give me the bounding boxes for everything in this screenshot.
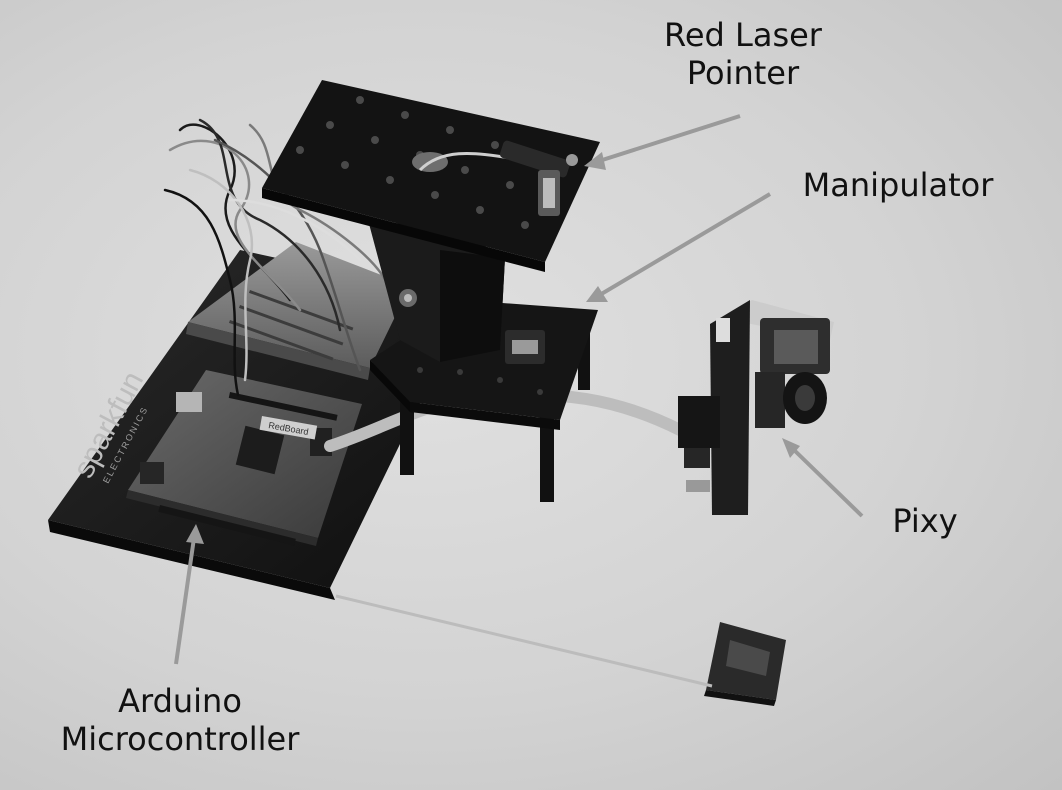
arduino-arrow	[174, 537, 196, 665]
target-block	[704, 622, 786, 706]
wire-bundle	[163, 118, 392, 397]
label-red-laser-line1: Red Laser	[664, 16, 822, 54]
laser-pointer	[499, 140, 578, 216]
label-red-laser-pointer: Red Laser Pointer	[648, 16, 838, 92]
breadboard	[186, 242, 410, 380]
pointer-rod	[335, 594, 713, 688]
label-pixy: Pixy	[892, 502, 958, 540]
servo-column	[368, 220, 505, 362]
label-arduino-microcontroller: Arduino Microcontroller	[40, 682, 320, 758]
pixy-camera	[678, 300, 834, 515]
manipulator-arrow	[596, 192, 772, 298]
pixy-arrow	[790, 446, 864, 518]
label-arduino-line2: Microcontroller	[60, 720, 300, 758]
label-red-laser-line2: Pointer	[686, 54, 800, 92]
arduino-board: RedBoard	[126, 370, 362, 546]
callout-arrows	[174, 114, 864, 665]
laser-arrow	[595, 114, 741, 164]
label-manipulator: Manipulator	[802, 166, 994, 204]
label-arduino-line1: Arduino	[118, 682, 242, 720]
